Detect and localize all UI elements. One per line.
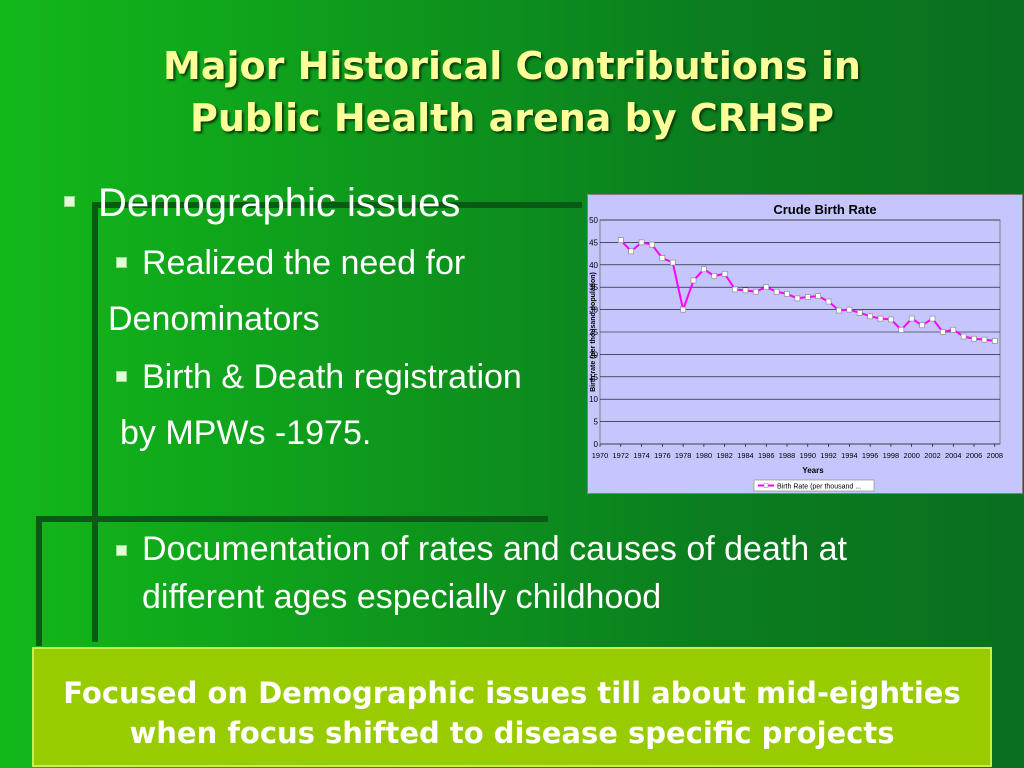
- crude-birth-rate-chart: 0 5 10 15 20 25 30 35 40 45 50 1970 1972 1974 1976 1978…: [587, 194, 1023, 494]
- focus-callout-text: Focused on Demographic issues till about…: [34, 673, 990, 753]
- chart-data-point: [804, 294, 811, 300]
- chart-data-point: [742, 287, 749, 294]
- slide-title-line-1: Major Historical Contributions in: [163, 44, 861, 88]
- chart-legend-marker: [763, 483, 769, 488]
- bullet-marker-realized: [116, 257, 127, 268]
- chart-data-point: [711, 273, 718, 279]
- chart-data-point: [898, 326, 905, 333]
- chart-data-point: [753, 288, 759, 295]
- slide-title-line-2: Public Health arena by CRHSP: [189, 96, 835, 140]
- chart-data-point: [940, 329, 946, 335]
- chart-x-tick-label: 1978: [675, 451, 691, 460]
- chart-y-tick-label: 20: [589, 350, 598, 359]
- chart-x-tick-label: 1990: [800, 451, 816, 460]
- chart-data-point: [908, 315, 915, 322]
- decorative-bar-lower-left: [36, 516, 42, 646]
- decorative-bar-mid: [36, 516, 548, 522]
- chart-y-tick-label: 10: [589, 395, 598, 404]
- chart-data-point: [960, 333, 967, 340]
- chart-data-point: [856, 309, 863, 316]
- chart-x-tick-label: 2000: [903, 451, 919, 460]
- chart-y-tick-label: 30: [589, 306, 598, 315]
- focus-callout-line-1: Focused on Demographic issues till about…: [63, 676, 961, 710]
- chart-x-tick-label: 1988: [779, 451, 795, 460]
- chart-data-point: [659, 255, 666, 261]
- chart-x-tick-label: 2008: [987, 451, 1003, 460]
- chart-x-tick-label: 1974: [633, 451, 649, 460]
- chart-data-point: [919, 322, 925, 329]
- chart-data-point: [929, 315, 936, 322]
- chart-data-point: [690, 277, 697, 284]
- chart-x-axis-label: Years: [802, 466, 824, 475]
- chart-data-point: [867, 313, 873, 320]
- focus-callout-line-2: when focus shifted to disease specific p…: [129, 716, 895, 750]
- chart-x-tick-label: 1992: [820, 451, 836, 460]
- chart-y-tick-label: 35: [589, 283, 598, 292]
- chart-x-tick-label: 1996: [862, 451, 878, 460]
- chart-data-point: [669, 259, 676, 266]
- chart-data-point: [846, 306, 853, 313]
- chart-x-tick-label: 1986: [758, 451, 774, 460]
- chart-y-tick-label: 45: [589, 238, 598, 247]
- bullet-denominators: Denominators: [108, 300, 320, 338]
- chart-data-point: [815, 293, 821, 299]
- chart-title: Crude Birth Rate: [773, 202, 876, 217]
- chart-x-tick-label: 1984: [737, 451, 753, 460]
- chart-data-point: [773, 288, 780, 295]
- chart-data-point: [721, 270, 728, 277]
- chart-data-point: [877, 315, 884, 322]
- chart-y-tick-label: 15: [589, 373, 598, 382]
- chart-data-point: [971, 335, 977, 342]
- chart-data-point: [794, 295, 801, 302]
- bullet-realized-need: Realized the need for: [142, 244, 466, 282]
- slide-title: Major Historical Contributions in Public…: [40, 40, 984, 144]
- chart-x-tick-label: 2004: [945, 451, 961, 460]
- chart-data-point: [732, 286, 738, 293]
- bullet-mpws-1975: by MPWs -1975.: [120, 414, 372, 452]
- chart-y-tick-label: 0: [594, 440, 599, 449]
- chart-data-point: [680, 306, 686, 313]
- chart-data-point: [628, 248, 634, 255]
- chart-y-tick-label: 25: [589, 328, 598, 337]
- chart-y-tick-label: 50: [589, 216, 598, 225]
- chart-data-point: [649, 241, 655, 248]
- chart-data-point: [992, 338, 998, 344]
- chart-data-point: [950, 326, 957, 333]
- chart-data-point: [701, 266, 707, 273]
- chart-x-tick-label: 1998: [883, 451, 899, 460]
- chart-data-point: [888, 316, 894, 323]
- chart-data-point: [638, 239, 645, 246]
- chart-x-tick-label: 1976: [654, 451, 670, 460]
- chart-x-tick-label: 1994: [841, 451, 857, 460]
- chart-x-tick-label: 1972: [613, 451, 629, 460]
- bullet-documentation-line-2: different ages especially childhood: [142, 578, 662, 616]
- chart-data-point: [836, 307, 842, 314]
- bullet-marker-birth-death: [116, 371, 127, 382]
- chart-svg: 0 5 10 15 20 25 30 35 40 45 50 1970 1972 1974 1976 1978…: [589, 202, 1003, 492]
- chart-data-point: [617, 237, 624, 243]
- chart-data-point: [825, 298, 832, 305]
- chart-data-point: [981, 336, 988, 343]
- decorative-bar-top: [96, 202, 582, 208]
- bullet-birth-death-registration: Birth & Death registration: [142, 358, 522, 396]
- chart-y-axis-label: Birth rate (per thousand population): [590, 272, 597, 392]
- chart-x-tick-label: 1970: [592, 451, 608, 460]
- chart-data-point: [763, 284, 770, 290]
- chart-x-tick-label: 1980: [696, 451, 712, 460]
- bullet-documentation-line-1: Documentation of rates and causes of dea…: [142, 530, 848, 568]
- chart-x-tick-label: 1982: [716, 451, 732, 460]
- focus-callout-box: Focused on Demographic issues till about…: [32, 647, 992, 767]
- chart-x-tick-label: 2002: [924, 451, 940, 460]
- decorative-bar-left: [92, 202, 98, 642]
- chart-x-tick-label: 2006: [966, 451, 982, 460]
- chart-y-tick-label: 5: [594, 418, 599, 427]
- bullet-demographic-issues: Demographic issues: [98, 181, 461, 225]
- bullet-marker-documentation: [116, 545, 127, 556]
- chart-legend-label: Birth Rate (per thousand ...: [777, 484, 861, 491]
- chart-legend-box: [753, 479, 875, 492]
- chart-data-point: [784, 291, 790, 297]
- chart-y-tick-label: 40: [589, 261, 598, 270]
- bullet-marker-demographic: [64, 196, 75, 207]
